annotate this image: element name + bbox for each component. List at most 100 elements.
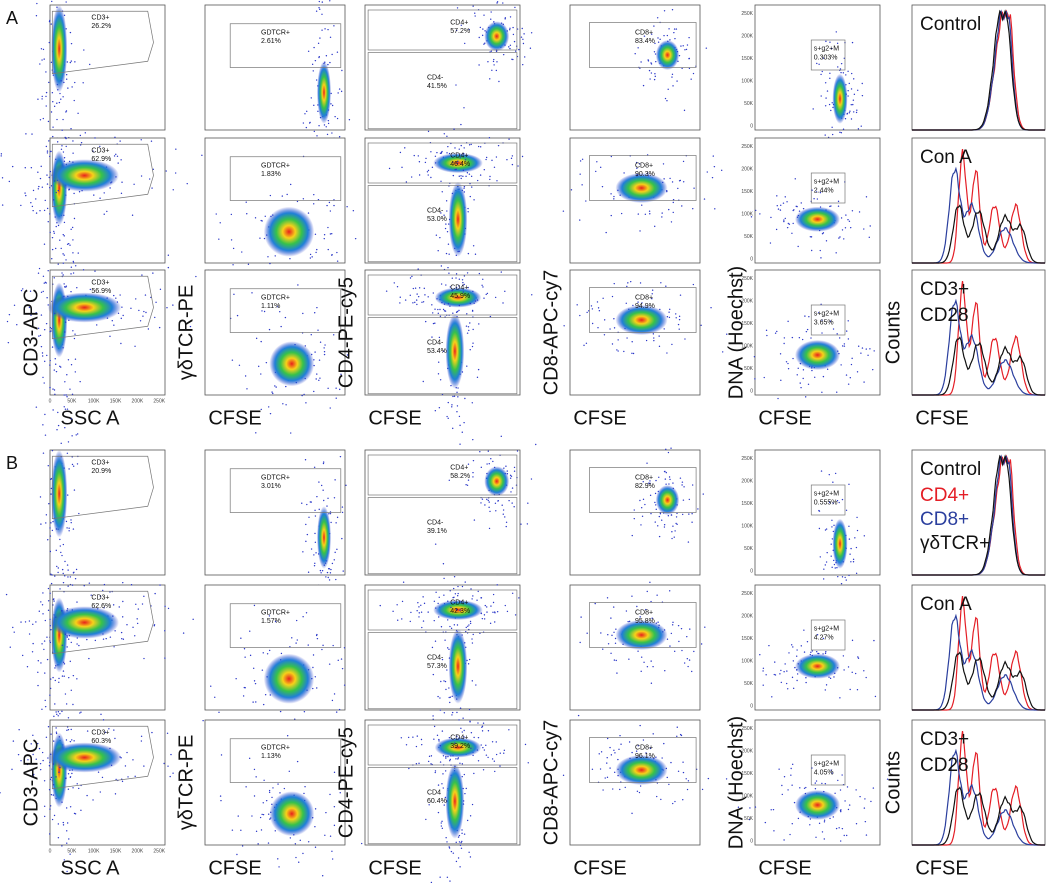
event-dot — [458, 285, 460, 287]
density — [832, 73, 848, 124]
legend-entry: CD4+ — [920, 485, 969, 506]
event-dot — [499, 765, 501, 767]
event-dot — [467, 211, 469, 213]
event-dot — [323, 499, 325, 502]
event-dot — [653, 339, 655, 342]
event-dot — [838, 237, 840, 239]
event-dot — [151, 187, 153, 189]
event-dot — [86, 794, 88, 797]
event-dot — [656, 594, 658, 596]
density — [263, 653, 315, 704]
event-dot — [150, 140, 153, 142]
event-dot — [401, 618, 403, 620]
event-dot — [312, 70, 314, 72]
event-dot — [492, 601, 495, 604]
event-dot — [71, 739, 73, 741]
event-dot — [456, 162, 458, 165]
event-dot — [20, 289, 23, 292]
event-dot — [784, 196, 786, 198]
event-dot — [189, 325, 192, 328]
event-dot — [480, 744, 482, 746]
event-dot — [323, 353, 326, 356]
event-dot — [847, 90, 849, 92]
event-dot — [48, 833, 51, 835]
gate-label: 46.4% — [450, 161, 470, 168]
event-dot — [32, 189, 35, 192]
event-dot — [472, 245, 475, 247]
event-dot — [65, 807, 68, 809]
event-dot — [787, 362, 789, 365]
event-dot — [579, 173, 581, 175]
event-dot — [502, 509, 505, 511]
event-dot — [436, 734, 439, 737]
density — [317, 61, 331, 124]
panel: CD3+62.9% — [0, 80, 203, 288]
event-dot — [321, 570, 324, 572]
histogram-label: CD28 — [920, 305, 969, 326]
event-dot — [805, 330, 808, 333]
event-dot — [672, 525, 674, 527]
event-dot — [843, 57, 845, 59]
event-dot — [253, 795, 256, 797]
event-dot — [402, 581, 405, 583]
event-dot — [833, 524, 835, 527]
event-dot — [49, 694, 51, 696]
event-dot — [829, 72, 831, 74]
event-dot — [471, 598, 473, 600]
event-dot — [54, 703, 56, 705]
event-dot — [831, 133, 834, 136]
event-dot — [327, 387, 329, 390]
event-dot — [850, 363, 853, 366]
event-dot — [236, 314, 239, 317]
event-dot — [448, 847, 451, 849]
event-dot — [312, 666, 314, 669]
event-dot — [335, 397, 337, 399]
event-dot — [314, 676, 316, 678]
event-dot — [49, 808, 51, 810]
event-dot — [448, 846, 450, 848]
event-dot — [455, 311, 458, 314]
event-dot — [440, 212, 442, 214]
event-dot — [48, 789, 51, 791]
event-dot — [63, 859, 66, 861]
event-dot — [27, 759, 29, 761]
event-dot — [335, 711, 338, 713]
event-dot — [616, 672, 618, 674]
event-dot — [172, 189, 174, 191]
event-dot — [71, 584, 74, 586]
event-dot — [37, 272, 40, 274]
event-dot — [654, 521, 656, 523]
event-dot — [672, 211, 674, 214]
event-dot — [438, 616, 440, 618]
y-tick-label: 150K — [741, 501, 753, 507]
panel: CD8+96.1% — [562, 714, 728, 846]
y-axis-label: CD4-PE-cy5 — [335, 277, 357, 388]
event-dot — [606, 757, 608, 759]
event-dot — [24, 192, 26, 194]
event-dot — [341, 69, 343, 72]
event-dot — [17, 753, 20, 756]
event-dot — [787, 222, 790, 225]
x-tick-label: 250K — [153, 848, 165, 854]
event-dot — [152, 168, 154, 171]
event-dot — [259, 237, 261, 239]
event-dot — [41, 643, 43, 645]
gate-label: CD4- — [427, 74, 444, 81]
event-dot — [454, 147, 456, 149]
event-dot — [457, 396, 459, 398]
gate — [51, 275, 154, 340]
event-dot — [63, 394, 65, 396]
event-dot — [644, 213, 647, 215]
event-dot — [414, 287, 417, 289]
event-dot — [335, 522, 337, 524]
event-dot — [314, 59, 317, 62]
event-dot — [496, 584, 498, 586]
event-dot — [321, 13, 323, 16]
event-dot — [779, 209, 782, 211]
event-dot — [31, 651, 34, 653]
event-dot — [71, 772, 73, 775]
event-dot — [627, 282, 629, 284]
event-dot — [447, 243, 450, 245]
event-dot — [462, 291, 465, 293]
gate-label: 62.9% — [91, 156, 111, 163]
